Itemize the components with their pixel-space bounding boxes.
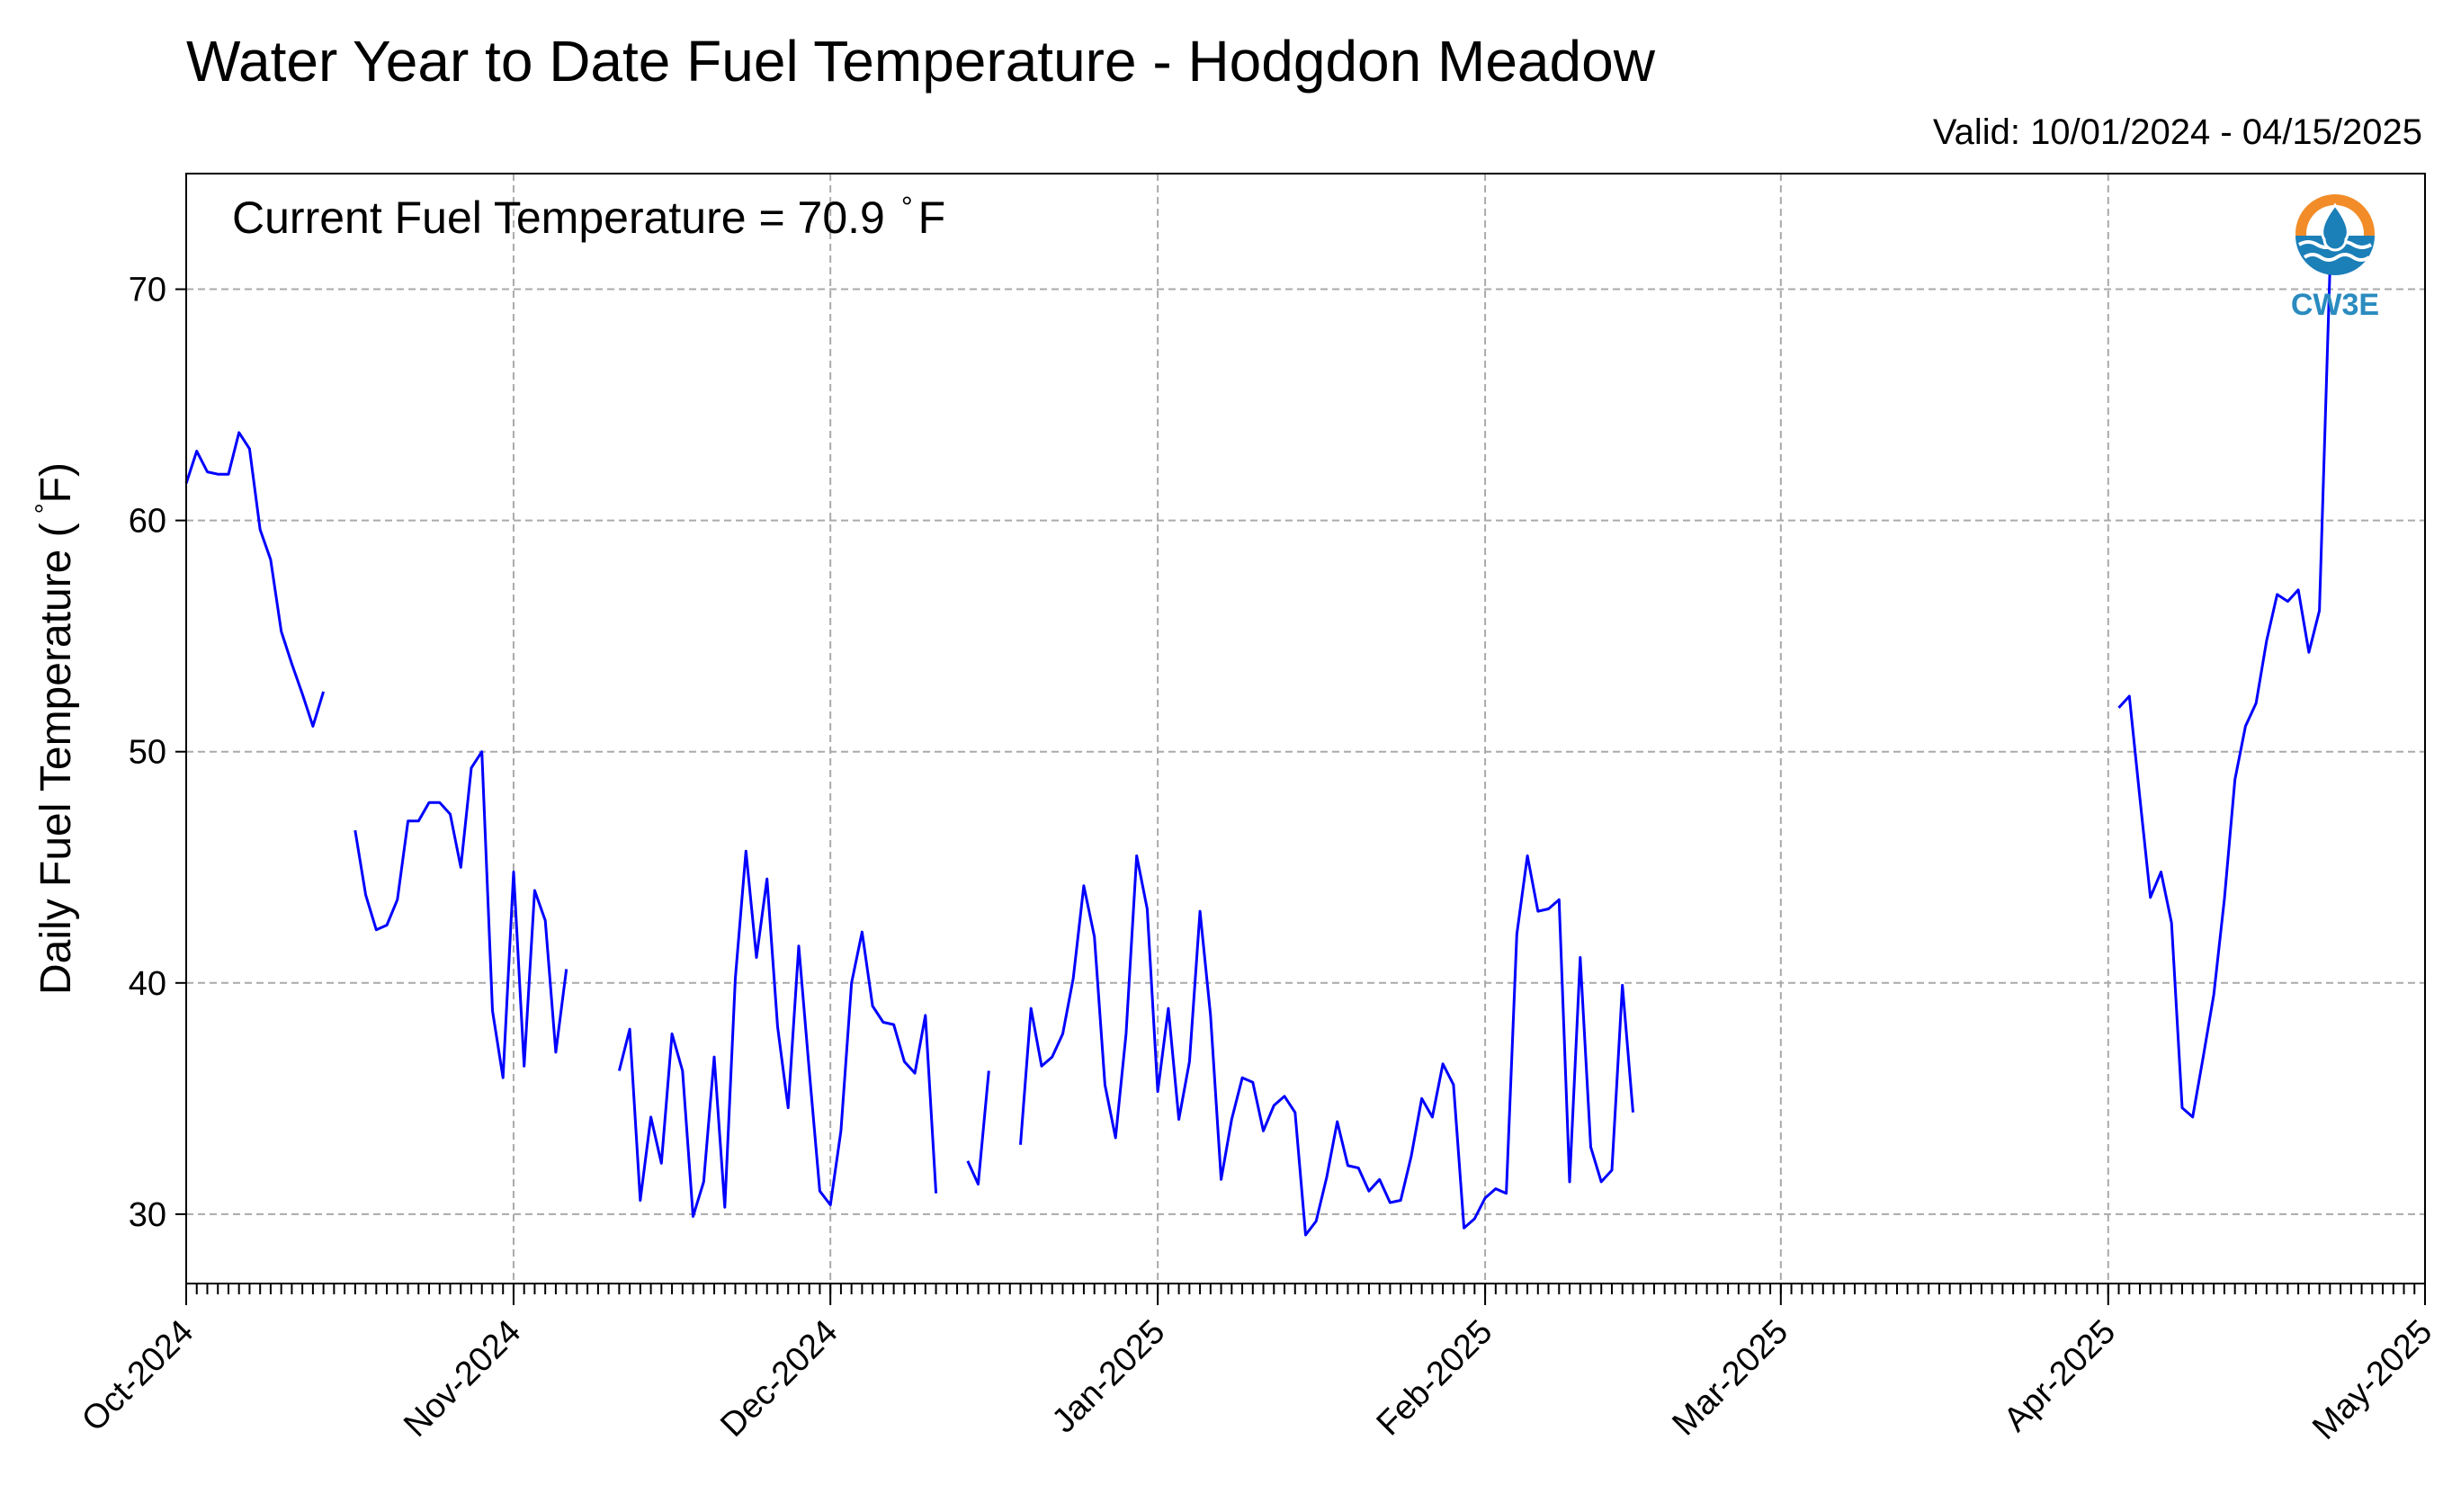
x-tick-label: Mar-2025 bbox=[1665, 1313, 1795, 1444]
y-axis-label-text: Daily Fuel Temperature ( bbox=[32, 523, 80, 995]
y-axis-label: Daily Fuel Temperature (°F) bbox=[31, 462, 80, 995]
plot-frame bbox=[185, 173, 2426, 1284]
chart-title: Water Year to Date Fuel Temperature - Ho… bbox=[186, 29, 1655, 94]
fuel-temperature-line-segment bbox=[966, 1070, 990, 1185]
y-axis-label-unit: F) bbox=[32, 462, 80, 503]
y-tick-label: 30 bbox=[129, 1196, 166, 1234]
x-tick-label: Feb-2025 bbox=[1370, 1313, 1500, 1444]
cw3e-water-drop-logo-icon bbox=[2295, 194, 2375, 275]
valid-date-range: Valid: 10/01/2024 - 04/15/2025 bbox=[1932, 112, 2422, 152]
fuel-temperature-line-segment bbox=[1019, 854, 1634, 1237]
cw3e-logo-text: CW3E bbox=[2291, 288, 2379, 322]
y-tick-label: 70 bbox=[129, 272, 166, 309]
series-layer bbox=[184, 268, 2331, 1237]
x-tick-label: May-2025 bbox=[2305, 1313, 2439, 1447]
cw3e-logo: CW3E bbox=[2291, 194, 2379, 322]
x-axis: Oct-2024 Nov-2024 Dec-2024 Jan-2025 Feb-2025… bbox=[75, 1284, 2439, 1447]
y-tick-label: 40 bbox=[129, 965, 166, 1003]
x-tick-label: Apr-2025 bbox=[1997, 1313, 2123, 1439]
annotation-prefix: Current Fuel Temperature = 70.9 bbox=[232, 192, 885, 243]
x-tick-label: Nov-2024 bbox=[397, 1313, 528, 1445]
fuel-temperature-line-segment bbox=[184, 431, 326, 728]
y-tick-label: 60 bbox=[129, 503, 166, 541]
current-temperature-annotation: Current Fuel Temperature = 70.9 ° F bbox=[232, 191, 945, 243]
annotation-unit: F bbox=[918, 192, 946, 243]
x-tick-label: Oct-2024 bbox=[75, 1313, 201, 1439]
x-tick-label: Dec-2024 bbox=[713, 1313, 845, 1445]
y-tick-label: 50 bbox=[129, 734, 166, 772]
fuel-temperature-line-segment bbox=[353, 750, 568, 1079]
x-tick-label: Jan-2025 bbox=[1045, 1313, 1173, 1441]
fuel-temperature-line-segment bbox=[617, 849, 938, 1218]
fuel-temperature-line-segment bbox=[2117, 268, 2331, 1119]
gridlines bbox=[186, 174, 2425, 1284]
y-axis: 30 40 50 60 70 bbox=[129, 272, 186, 1234]
